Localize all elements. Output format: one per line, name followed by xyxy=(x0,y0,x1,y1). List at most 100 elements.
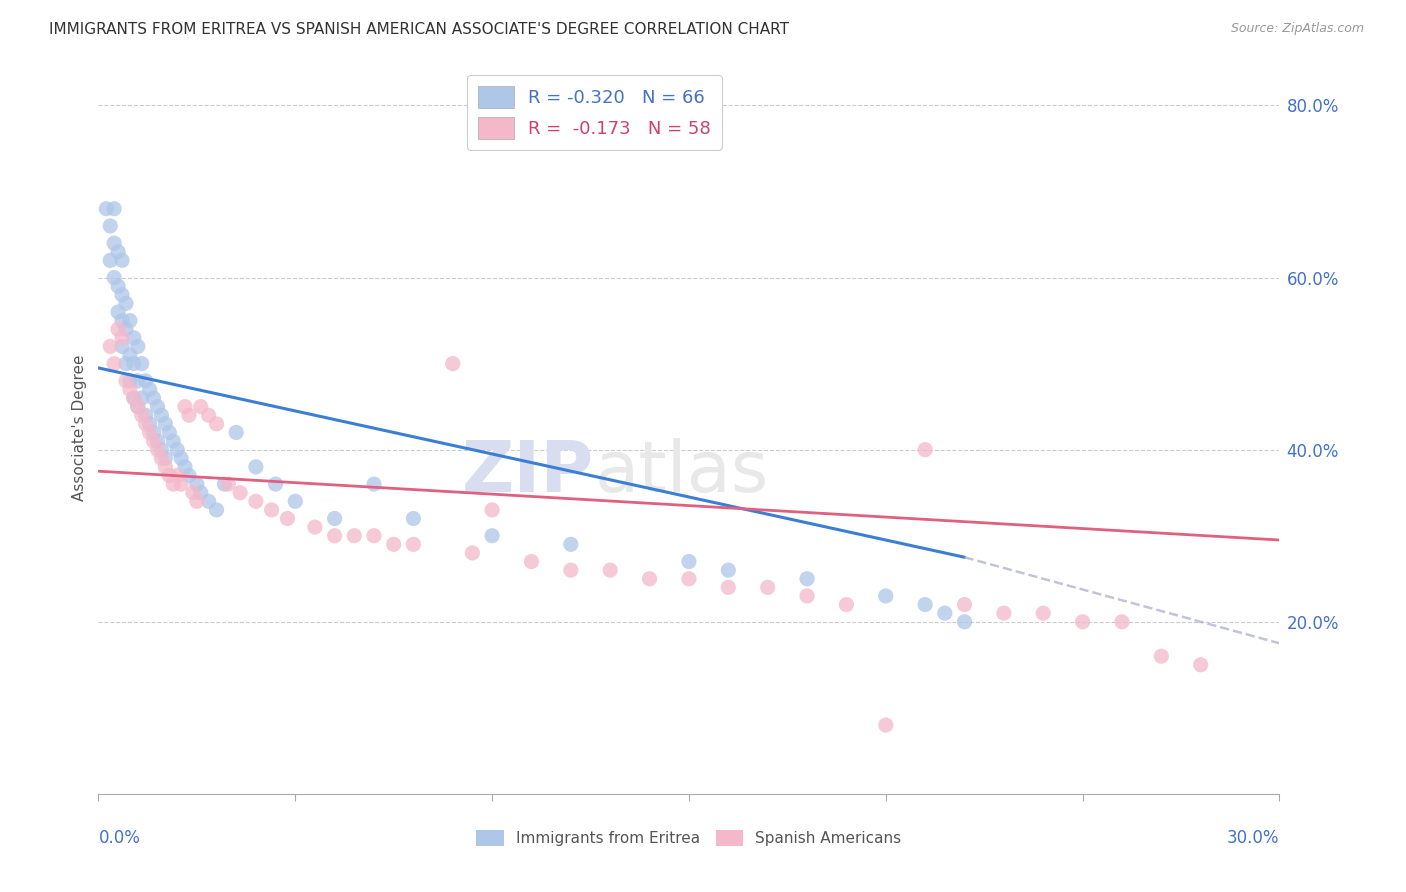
Point xyxy=(157,425,180,440)
Point xyxy=(205,503,228,517)
Point xyxy=(560,537,582,551)
Point xyxy=(127,374,149,388)
Point xyxy=(138,383,160,397)
Point xyxy=(323,529,346,543)
Point xyxy=(756,580,779,594)
Point xyxy=(127,400,149,414)
Point xyxy=(135,417,157,431)
Point xyxy=(162,477,184,491)
Point xyxy=(181,485,204,500)
Point xyxy=(678,572,700,586)
Point xyxy=(343,529,366,543)
Point xyxy=(1111,615,1133,629)
Text: ZIP: ZIP xyxy=(463,438,595,507)
Point xyxy=(197,494,219,508)
Point xyxy=(225,425,247,440)
Point xyxy=(304,520,326,534)
Point xyxy=(118,313,141,327)
Point xyxy=(122,357,145,371)
Point xyxy=(115,296,138,310)
Y-axis label: Associate's Degree: Associate's Degree xyxy=(72,355,87,501)
Point xyxy=(111,313,134,327)
Point xyxy=(138,425,160,440)
Point xyxy=(155,451,177,466)
Point xyxy=(166,468,188,483)
Text: 0.0%: 0.0% xyxy=(98,829,141,847)
Point xyxy=(875,589,897,603)
Point xyxy=(98,339,121,353)
Point xyxy=(229,485,252,500)
Point xyxy=(1150,649,1173,664)
Point xyxy=(1032,606,1054,620)
Point xyxy=(264,477,287,491)
Point xyxy=(276,511,298,525)
Point xyxy=(155,459,177,474)
Point xyxy=(170,477,193,491)
Point xyxy=(1071,615,1094,629)
Text: Source: ZipAtlas.com: Source: ZipAtlas.com xyxy=(1230,22,1364,36)
Point xyxy=(678,555,700,569)
Point xyxy=(107,244,129,259)
Point xyxy=(111,331,134,345)
Point xyxy=(177,409,200,423)
Point xyxy=(953,615,976,629)
Point xyxy=(170,451,193,466)
Point xyxy=(118,383,141,397)
Point xyxy=(146,400,169,414)
Point xyxy=(382,537,405,551)
Point xyxy=(150,409,173,423)
Point xyxy=(638,572,661,586)
Point xyxy=(363,529,385,543)
Point xyxy=(155,417,177,431)
Point xyxy=(1189,657,1212,672)
Point xyxy=(214,477,236,491)
Point xyxy=(461,546,484,560)
Point xyxy=(177,468,200,483)
Point xyxy=(284,494,307,508)
Point xyxy=(217,477,239,491)
Point xyxy=(127,400,149,414)
Point xyxy=(186,494,208,508)
Point xyxy=(135,409,157,423)
Point xyxy=(150,442,173,457)
Point xyxy=(402,511,425,525)
Point xyxy=(560,563,582,577)
Point xyxy=(197,409,219,423)
Point xyxy=(107,305,129,319)
Point xyxy=(142,425,165,440)
Point xyxy=(205,417,228,431)
Point xyxy=(138,417,160,431)
Point xyxy=(953,598,976,612)
Point xyxy=(150,451,173,466)
Point xyxy=(520,555,543,569)
Point xyxy=(481,529,503,543)
Point xyxy=(146,434,169,448)
Legend: Immigrants from Eritrea, Spanish Americans: Immigrants from Eritrea, Spanish America… xyxy=(471,824,907,852)
Point xyxy=(96,202,118,216)
Point xyxy=(157,468,180,483)
Point xyxy=(122,391,145,405)
Point xyxy=(363,477,385,491)
Point xyxy=(98,253,121,268)
Point xyxy=(122,391,145,405)
Point xyxy=(599,563,621,577)
Point xyxy=(115,322,138,336)
Point xyxy=(481,503,503,517)
Point xyxy=(166,442,188,457)
Point xyxy=(914,442,936,457)
Point xyxy=(103,270,125,285)
Point xyxy=(190,485,212,500)
Point xyxy=(115,357,138,371)
Point xyxy=(103,357,125,371)
Point xyxy=(993,606,1015,620)
Point xyxy=(717,563,740,577)
Point xyxy=(717,580,740,594)
Point xyxy=(260,503,283,517)
Point xyxy=(111,287,134,301)
Point xyxy=(103,202,125,216)
Point xyxy=(323,511,346,525)
Point xyxy=(245,459,267,474)
Text: atlas: atlas xyxy=(595,438,769,507)
Point xyxy=(441,357,464,371)
Point xyxy=(245,494,267,508)
